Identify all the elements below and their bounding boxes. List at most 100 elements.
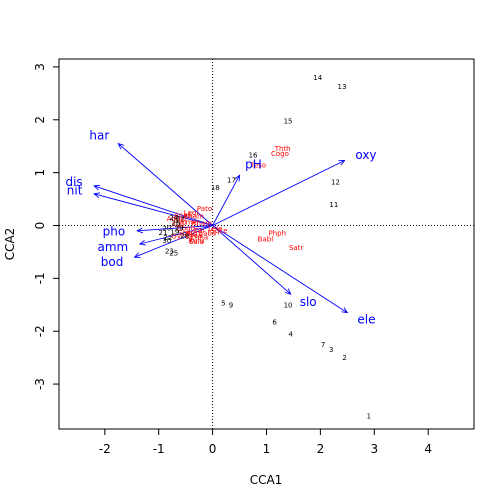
species-label: Baba [198,229,216,237]
species-label: Rham [192,219,213,227]
env-label-har: har [89,129,109,143]
x-tick-label: 3 [370,442,378,456]
site-label: 30 [162,237,171,245]
site-label: 28 [180,233,189,241]
env-label-pho: pho [103,225,126,239]
y-tick-label: 3 [33,63,47,71]
site-label: 14 [313,74,322,82]
site-label: 16 [249,152,258,160]
env-label-dis: dis [65,175,82,189]
env-arrow-pho [137,225,213,231]
species-label: Sqce [211,227,228,235]
species-label: Gyce [171,233,189,241]
x-tick-label: -2 [99,442,111,456]
species-label: Thth [274,145,291,153]
y-axis: -3 -2 -1 0 1 2 3 [33,63,59,390]
env-label-slo: slo [300,295,317,309]
species-label: Chna [190,234,208,242]
y-tick-label: -2 [33,325,47,337]
site-label: 1 [367,412,371,420]
species-label: Cyca [185,232,202,240]
x-tick-label: 4 [424,442,432,456]
y-tick-label: 0 [33,222,47,230]
x-tick-label: 1 [263,442,271,456]
x-axis: -2 -1 0 1 2 3 4 [99,429,432,456]
y-tick-label: 2 [33,116,47,124]
biplot-arrows [94,144,347,313]
site-label: 24 [169,214,178,222]
env-label-oxy: oxy [355,148,376,162]
species-label: Phph [269,229,287,237]
site-label: 17 [227,177,236,185]
env-arrow-amm [140,225,213,245]
species-label: Icme [180,218,197,226]
species-label: Satr [289,244,303,252]
env-label-nit: nit [67,184,83,198]
env-arrow-pH [212,175,240,226]
site-label: 23 [165,247,174,255]
species-label: Alal [171,221,184,229]
species-label: Ruru [188,237,204,245]
site-label: 5 [221,300,225,308]
species-label: Pefl [185,230,198,238]
x-tick-label: 2 [317,442,325,456]
site-label: 21 [159,229,168,237]
env-label-amm: amm [97,240,128,254]
x-axis-title: CCA1 [250,473,283,487]
env-arrow-oxy [212,160,345,226]
site-label: 2 [342,354,346,362]
env-arrow-ele [212,225,348,313]
site-label: 10 [284,301,293,309]
species-label: Abbr [167,215,184,223]
y-tick-label: -3 [33,378,47,390]
site-label: 25 [169,249,178,257]
site-label: 7 [321,341,325,349]
env-label-pH: pH [245,158,262,172]
env-arrow-bod [134,225,213,258]
site-label: 29 [175,225,184,233]
reference-lines [59,59,474,429]
site-label: 13 [337,83,346,91]
site-label: 3 [329,346,333,354]
species-label: Titi [193,227,205,235]
env-arrow-nit [94,194,213,226]
env-arrow-dis [94,186,213,226]
species-label: Eslu [189,238,203,246]
site-label: 20 [162,225,171,233]
y-tick-label: -1 [33,272,47,284]
env-label-ele: ele [357,312,375,326]
site-label: 26 [171,219,180,227]
site-label: 9 [229,301,233,309]
species-label: Babl [258,236,274,244]
site-label: 12 [331,179,340,187]
site-label: 6 [272,319,277,327]
species-label: Lele [208,225,222,233]
species-label: Legi [184,209,199,217]
site-label: 4 [289,330,294,338]
env-arrow-har [118,144,213,226]
env-arrow-slo [212,225,291,295]
species-label: Teso [250,162,266,170]
site-label: 18 [211,184,220,192]
species-scores: CogoThthTesoPhphBablSatrPatoRhamLegiAnan… [167,145,304,252]
species-label: Blbj [174,217,187,225]
x-tick-label: -1 [153,442,165,456]
site-label: 19 [170,228,179,236]
y-tick-label: 1 [33,169,47,177]
site-label: 27 [176,216,185,224]
site-label: 11 [329,201,338,209]
site-label: 22 [163,234,172,242]
species-label: Gogo [176,225,194,233]
site-label: 15 [284,117,293,125]
x-tick-label: 0 [209,442,217,456]
y-axis-title: CCA2 [3,228,17,261]
species-label: Cogo [271,150,289,158]
species-label: Scer [178,229,194,237]
species-label: Rham [184,212,205,220]
env-label-bod: bod [101,255,124,269]
species-label: Pato [197,205,212,213]
species-label: Anan [174,211,192,219]
